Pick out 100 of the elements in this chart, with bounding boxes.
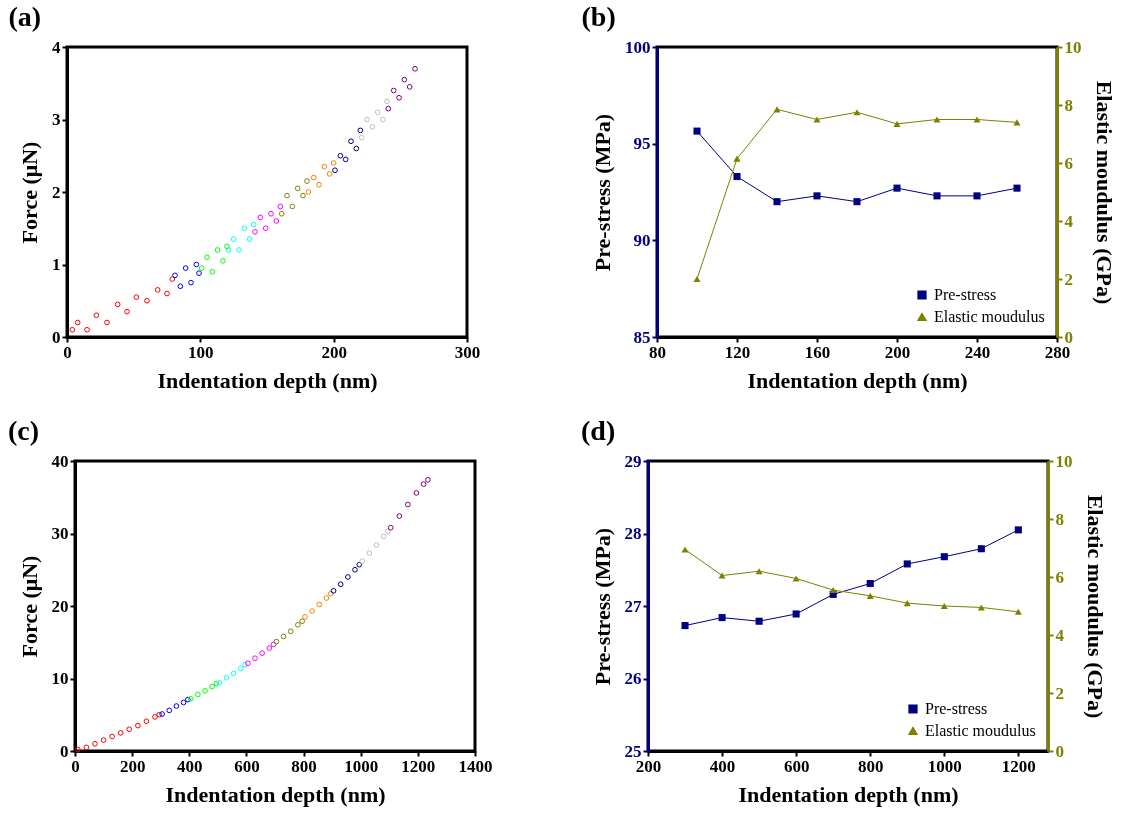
- point: [202, 687, 208, 694]
- y2-tick-label: 0: [1055, 741, 1064, 761]
- point: [1013, 184, 1021, 192]
- point: [681, 622, 689, 630]
- point: [177, 283, 184, 290]
- y-tick-label: 28: [624, 524, 642, 543]
- x-tick-label: 240: [964, 342, 991, 362]
- y-axis-title: Force (μN): [17, 141, 42, 244]
- y2-tick-label: 8: [1064, 95, 1073, 115]
- point: [693, 127, 701, 135]
- point: [330, 160, 337, 166]
- point: [237, 665, 244, 672]
- point: [295, 622, 301, 628]
- x-tick-label: 100: [188, 342, 214, 362]
- x-axis-title: Indentation depth (nm): [157, 367, 378, 393]
- point: [681, 546, 689, 553]
- x-tick-label: 600: [783, 756, 810, 776]
- point: [133, 294, 140, 300]
- point: [92, 740, 98, 747]
- point: [241, 225, 248, 232]
- point: [357, 127, 364, 134]
- point: [316, 601, 323, 608]
- y-tick-label: 1: [52, 255, 61, 274]
- point: [773, 198, 781, 206]
- point: [304, 178, 310, 184]
- y-tick-label: 26: [624, 669, 642, 688]
- x-tick-label: 1400: [458, 756, 493, 776]
- point: [792, 575, 800, 582]
- y-axis-title: Force (μN): [16, 555, 42, 658]
- x-tick-label: 400: [709, 756, 736, 776]
- point: [84, 326, 90, 333]
- point: [364, 116, 370, 123]
- point: [259, 650, 265, 656]
- point: [126, 726, 133, 733]
- x-tick-label: 200: [321, 342, 347, 362]
- y2-tick-label: 2: [1064, 269, 1073, 289]
- point: [356, 561, 363, 568]
- point: [326, 171, 333, 177]
- y-tick-label: 40: [51, 451, 69, 471]
- x-tick-label: 1000: [344, 756, 379, 776]
- x-axis-title: Indentation depth (nm): [738, 781, 959, 807]
- point: [866, 579, 874, 588]
- point: [266, 645, 273, 651]
- legend-label: Elastic moudulus: [934, 308, 1045, 325]
- point: [373, 542, 380, 548]
- point: [143, 718, 150, 725]
- point: [195, 691, 201, 698]
- point: [75, 746, 81, 753]
- point: [268, 210, 274, 217]
- point: [252, 229, 258, 235]
- chart-title: (c): [8, 415, 40, 446]
- point: [332, 167, 338, 174]
- point: [280, 633, 287, 640]
- point: [893, 184, 901, 192]
- chart-title: (d): [581, 415, 616, 446]
- point: [289, 203, 296, 210]
- point: [294, 185, 301, 192]
- point: [166, 707, 173, 714]
- x-tick-label: 300: [454, 342, 481, 362]
- point: [236, 247, 242, 253]
- point: [152, 714, 158, 720]
- point: [940, 602, 948, 610]
- point: [829, 586, 837, 594]
- point: [866, 592, 874, 599]
- point: [144, 297, 150, 304]
- point: [396, 94, 402, 101]
- point: [973, 192, 981, 200]
- point: [412, 65, 418, 72]
- x-tick-label: 800: [857, 756, 884, 776]
- point: [374, 109, 381, 116]
- x-tick-label: 800: [291, 756, 317, 776]
- y-tick-label: 10: [51, 669, 69, 688]
- point: [406, 84, 413, 90]
- point: [853, 198, 861, 206]
- point: [396, 513, 403, 519]
- legend-label: Elastic moudulus: [925, 722, 1036, 739]
- chart-title: (b): [581, 1, 616, 32]
- y2-tick-label: 4: [1064, 211, 1074, 231]
- point: [933, 116, 941, 123]
- y-tick-label: 2: [52, 182, 61, 202]
- point: [401, 76, 408, 83]
- point: [733, 155, 741, 162]
- point: [792, 610, 800, 618]
- point: [345, 574, 351, 580]
- point: [277, 203, 284, 210]
- point: [93, 312, 100, 319]
- point: [209, 268, 216, 275]
- point: [225, 247, 232, 253]
- point: [305, 189, 312, 195]
- point: [224, 243, 230, 250]
- point: [300, 192, 306, 199]
- y2-tick-label: 10: [1055, 451, 1073, 471]
- point: [188, 279, 194, 286]
- point: [278, 210, 285, 217]
- point: [230, 236, 237, 242]
- point: [420, 481, 427, 488]
- point: [252, 655, 258, 662]
- y2-axis-title: Elastic moudulus (GPa): [1091, 80, 1117, 305]
- point: [718, 572, 726, 579]
- point: [135, 722, 141, 729]
